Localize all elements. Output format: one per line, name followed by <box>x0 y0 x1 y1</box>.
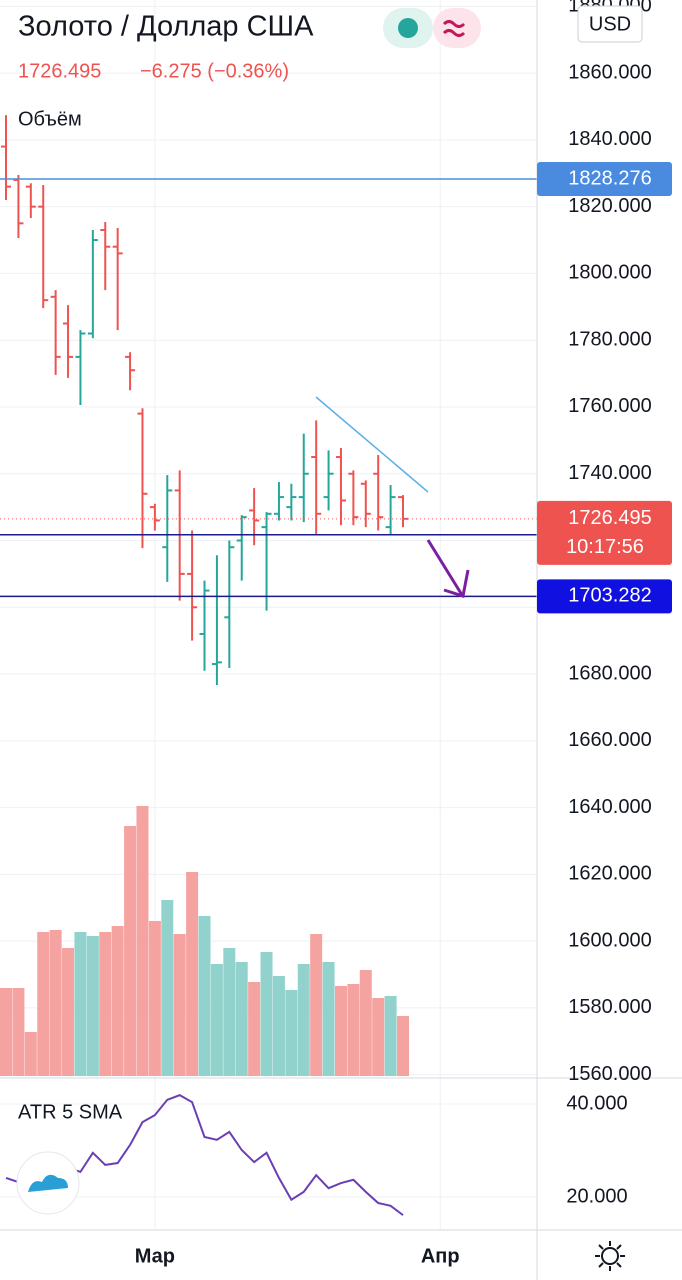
icon <box>595 1241 625 1271</box>
volume-bar <box>297 964 310 1076</box>
volume-bar <box>347 984 360 1076</box>
last-price: 1726.495 <box>18 60 101 82</box>
volume-bar <box>24 1032 37 1076</box>
volume-bar <box>372 998 385 1076</box>
volume-bar <box>173 934 186 1076</box>
volume-bar <box>334 986 347 1076</box>
y-tick-label: 1600.000 <box>568 929 651 951</box>
price-tag-label: 1828.276 <box>568 167 651 189</box>
current-price-tag <box>537 500 672 565</box>
y-tick-label: 1860.000 <box>568 61 651 83</box>
plot <box>0 115 537 1216</box>
icon <box>442 20 466 37</box>
price-tag-label: 1703.282 <box>568 585 651 607</box>
y-tick-label: 1820.000 <box>568 195 651 217</box>
y-tick-label: 1800.000 <box>568 262 651 284</box>
price-tag <box>537 579 672 614</box>
price-axis <box>537 0 682 1280</box>
axis-labels: 1560.000 1580.000 1600.000 1620.000 1640.000… <box>135 0 672 1267</box>
volume-bar <box>136 806 149 1076</box>
price-change: −6.275 (−0.36%) <box>140 60 289 82</box>
trend-line <box>315 396 429 493</box>
y-tick-label: 1680.000 <box>568 662 651 684</box>
volume-bar <box>0 988 13 1076</box>
button[interactable] <box>433 8 481 48</box>
volume-bar <box>62 948 75 1076</box>
volume-bar <box>198 916 211 1076</box>
y-tick-label: 1840.000 <box>568 128 651 150</box>
y-tick-label: 1620.000 <box>568 863 651 885</box>
volume-label: Объём <box>18 108 82 130</box>
volume-bar <box>86 936 99 1076</box>
volume-bar <box>12 988 25 1076</box>
y-tick-label: 1580.000 <box>568 996 651 1018</box>
volume-bar <box>223 948 236 1076</box>
current-price-label: 1726.495 <box>568 507 651 529</box>
logo[interactable] <box>16 1151 80 1215</box>
symbol-title: Золото / Доллар США <box>18 11 314 43</box>
x-tick-label: Мар <box>135 1245 175 1267</box>
volume-bar <box>384 996 397 1076</box>
y-tick-label: 1560.000 <box>568 1063 651 1085</box>
currency-button[interactable] <box>577 5 643 43</box>
y-tick-label: 1780.000 <box>568 328 651 350</box>
volume-bar <box>161 900 174 1076</box>
indicator-buttons[interactable] <box>383 8 481 48</box>
y-tick-label: 40.000 <box>566 1092 627 1114</box>
volume-bar <box>74 932 87 1076</box>
volume-bar <box>260 952 273 1076</box>
volume-bar <box>235 962 248 1076</box>
price-tag <box>537 162 672 197</box>
volume-bar <box>111 926 124 1076</box>
arrow-drawing <box>426 539 470 598</box>
volume-bar <box>322 962 335 1076</box>
x-tick-label: Апр <box>421 1245 460 1267</box>
volume-bar <box>186 872 199 1076</box>
countdown: 10:17:56 <box>566 536 644 558</box>
volume-bar <box>397 1016 410 1076</box>
volume-bar <box>37 932 50 1076</box>
y-tick-label: 20.000 <box>566 1185 627 1207</box>
volume-bar <box>285 990 298 1076</box>
y-tick-label: 1740.000 <box>568 462 651 484</box>
icon <box>398 18 418 38</box>
volume-bar <box>310 934 323 1076</box>
icon <box>601 1247 619 1265</box>
logo-cloud <box>28 1174 68 1192</box>
volume-bar <box>210 964 223 1076</box>
volume-bar <box>148 921 161 1076</box>
volume-bar <box>49 930 62 1076</box>
currency: USD <box>589 13 631 35</box>
volume-bar <box>272 976 285 1076</box>
y-tick-label: 1640.000 <box>568 796 651 818</box>
volume-bar <box>359 970 372 1076</box>
y-tick-label: 1760.000 <box>568 395 651 417</box>
indicator-label: ATR 5 SMA <box>18 1101 123 1123</box>
volume-bar <box>248 982 261 1076</box>
volume-bar <box>124 826 137 1076</box>
volume-bar <box>99 932 112 1076</box>
y-tick-label: 1660.000 <box>568 729 651 751</box>
settings-icon[interactable] <box>595 1241 625 1271</box>
